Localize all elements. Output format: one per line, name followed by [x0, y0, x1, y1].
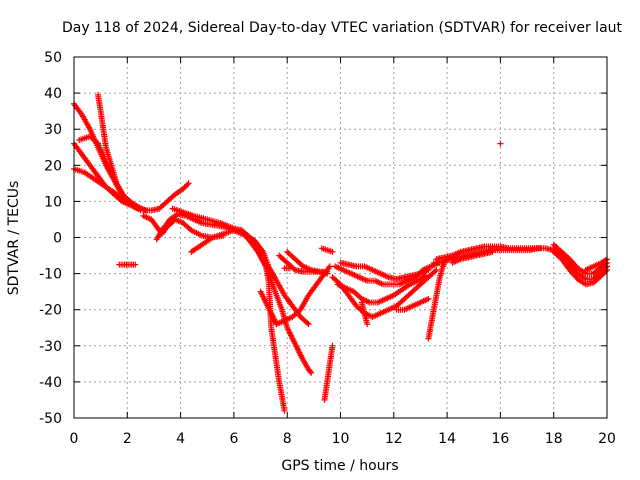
- y-axis-label: SDTVAR / TECUs: [6, 181, 22, 296]
- series-track-7: [140, 180, 192, 214]
- data-point: [364, 321, 371, 328]
- y-tick-labels: -50 -40 -30 -20 -10 0 10 20 30 40 50: [39, 50, 62, 427]
- series-track-15: [273, 263, 333, 328]
- y-tick-label: 30: [44, 122, 62, 138]
- data-point: [329, 248, 336, 255]
- data-point: [497, 140, 504, 147]
- series-track-17: [284, 248, 331, 277]
- series-track-27: [425, 259, 448, 342]
- y-tick-label: -10: [39, 267, 62, 283]
- data-point: [281, 407, 288, 414]
- y-tick-label: 10: [44, 194, 62, 210]
- y-tick-label: 40: [44, 86, 62, 102]
- x-tick-label: 12: [385, 431, 403, 447]
- y-tick-label: 0: [53, 231, 62, 247]
- data-point: [324, 270, 331, 277]
- data-point: [432, 268, 439, 275]
- series-track-19: [318, 245, 336, 255]
- x-tick-label: 16: [491, 431, 509, 447]
- data-point: [286, 265, 293, 272]
- series-track-18: [281, 265, 293, 272]
- y-tick-label: 20: [44, 158, 62, 174]
- x-tick-label: 4: [176, 431, 185, 447]
- chart-title: Day 118 of 2024, Sidereal Day-to-day VTE…: [62, 20, 623, 36]
- series-track-23: [334, 272, 429, 306]
- y-tick-label: -40: [39, 375, 62, 391]
- y-tick-label: -30: [39, 339, 62, 355]
- series-track-6: [116, 261, 139, 268]
- series-track-30: [449, 248, 496, 266]
- data-point: [425, 267, 432, 273]
- series-track-14: [262, 263, 288, 414]
- x-tick-label: 0: [70, 431, 79, 447]
- x-tick-label: 2: [123, 431, 132, 447]
- data-point: [329, 342, 336, 349]
- data-point: [433, 267, 440, 273]
- series-track-24: [337, 259, 432, 282]
- series-track-25: [358, 299, 371, 328]
- series-track-5: [95, 91, 144, 214]
- x-tick-labels: 0 2 4 6 8 10 12 14 16 18 20: [70, 431, 616, 447]
- series-track-34: [550, 248, 610, 288]
- data-point: [181, 184, 188, 191]
- series-track-35: [582, 256, 610, 273]
- x-tick-label: 14: [438, 431, 456, 447]
- series-track-29: [433, 243, 544, 263]
- y-tick-label: 50: [44, 50, 62, 66]
- y-tick-label: -20: [39, 303, 62, 319]
- data-point: [304, 319, 311, 326]
- data-point: [326, 263, 333, 270]
- series-track-26: [393, 295, 432, 313]
- data-point: [307, 368, 314, 375]
- series-track-31: [497, 140, 504, 147]
- series-track-20: [321, 342, 336, 403]
- data-point: [185, 180, 192, 187]
- grid-lines: [74, 57, 607, 418]
- data-point: [489, 248, 496, 255]
- data-point: [305, 321, 312, 328]
- x-tick-label: 8: [283, 431, 292, 447]
- data-point: [132, 261, 139, 268]
- x-tick-label: 18: [545, 431, 563, 447]
- data-point: [537, 245, 544, 252]
- y-tick-label: -50: [39, 411, 62, 427]
- data-point: [602, 257, 609, 264]
- plot-frame: [73, 56, 608, 419]
- data-point: [602, 268, 609, 275]
- x-tick-label: 10: [332, 431, 350, 447]
- x-tick-label: 20: [598, 431, 616, 447]
- data-point: [308, 369, 315, 376]
- x-tick-label: 6: [229, 431, 238, 447]
- data-point: [425, 295, 432, 302]
- x-axis-label: GPS time / hours: [281, 458, 398, 474]
- data-points: [71, 91, 610, 414]
